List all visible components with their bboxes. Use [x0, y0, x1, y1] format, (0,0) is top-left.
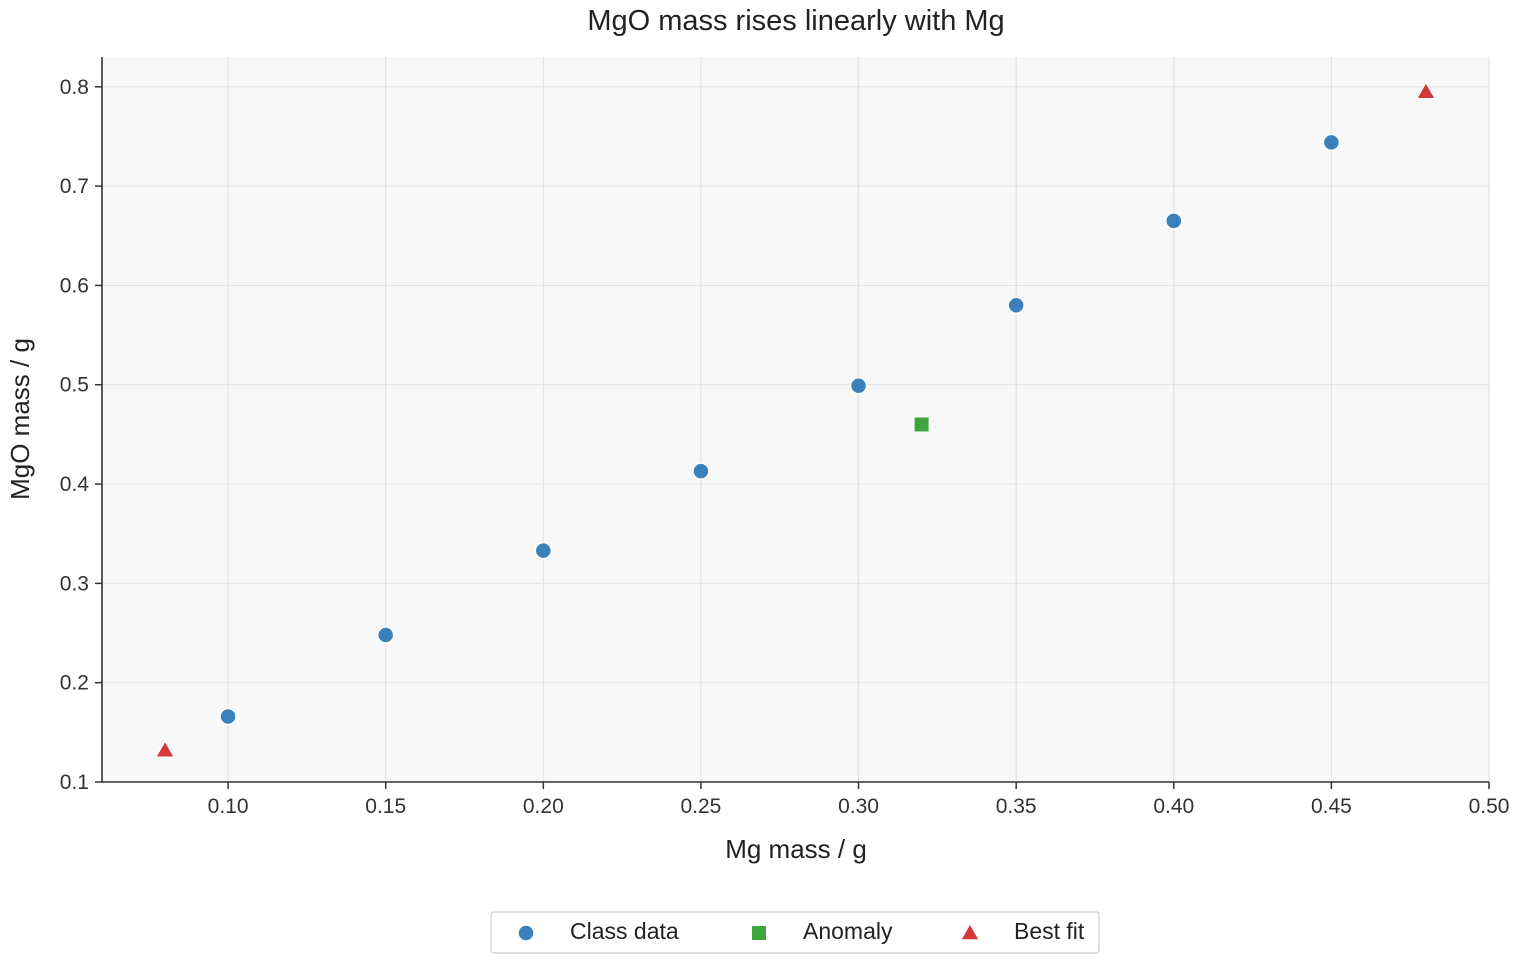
legend-label-best-fit: Best fit — [1014, 918, 1085, 944]
legend-label-class-data: Class data — [570, 918, 679, 944]
x-tick-label: 0.15 — [365, 795, 406, 818]
y-tick-label: 0.4 — [60, 473, 90, 496]
class-data-point — [1165, 212, 1183, 230]
x-tick-label: 0.30 — [838, 795, 879, 818]
class-data-point — [1322, 133, 1341, 152]
x-axis-label: Mg mass / g — [725, 834, 867, 864]
y-tick-label: 0.8 — [60, 76, 89, 99]
y-tick-label: 0.7 — [60, 175, 89, 198]
x-tick-label: 0.40 — [1153, 795, 1194, 818]
y-tick-label: 0.3 — [60, 572, 89, 595]
class-data-point — [1007, 296, 1025, 315]
class-data-point — [534, 541, 553, 560]
x-tick-label: 0.20 — [523, 795, 564, 818]
chart-title: MgO mass rises linearly with Mg — [587, 5, 1004, 37]
legend-box — [490, 911, 1100, 954]
legend-label-anomaly: Anomaly — [803, 918, 893, 944]
y-tick-label: 0.2 — [60, 672, 89, 695]
y-tick-label: 0.6 — [60, 274, 89, 297]
y-axis-label: MgO mass / g — [5, 338, 35, 500]
legend-marker-best-fit — [960, 922, 980, 941]
legend: Class data Anomaly Best fit — [490, 911, 1100, 954]
class-data-point — [376, 626, 395, 644]
x-tick-label: 0.35 — [996, 795, 1037, 818]
x-tick-label: 0.45 — [1311, 795, 1352, 818]
x-tick-label: 0.10 — [208, 795, 249, 818]
legend-marker-class-data — [517, 924, 535, 942]
best-fit-point — [1416, 81, 1436, 100]
legend-marker-anomaly — [751, 925, 767, 941]
grid-lines — [102, 57, 1490, 783]
best-fit-point — [155, 740, 175, 758]
x-tick-label: 0.25 — [680, 795, 721, 818]
x-axis-ticks: 0.10 0.15 0.20 0.25 0.30 0.35 0.40 0.45 0.50 — [208, 782, 1510, 818]
class-data-point — [849, 376, 868, 395]
x-tick-label: 0.50 — [1469, 795, 1510, 818]
data-points — [155, 81, 1436, 758]
class-data-point — [219, 707, 237, 726]
y-axis-ticks: 0.1 0.2 0.3 0.4 0.5 0.6 0.7 0.8 — [60, 76, 102, 794]
y-tick-label: 0.1 — [60, 771, 89, 794]
plot-area — [102, 57, 1489, 782]
axes — [101, 57, 1489, 783]
y-tick-label: 0.5 — [60, 374, 89, 397]
anomaly-point — [913, 416, 930, 433]
class-data-point — [692, 462, 710, 480]
